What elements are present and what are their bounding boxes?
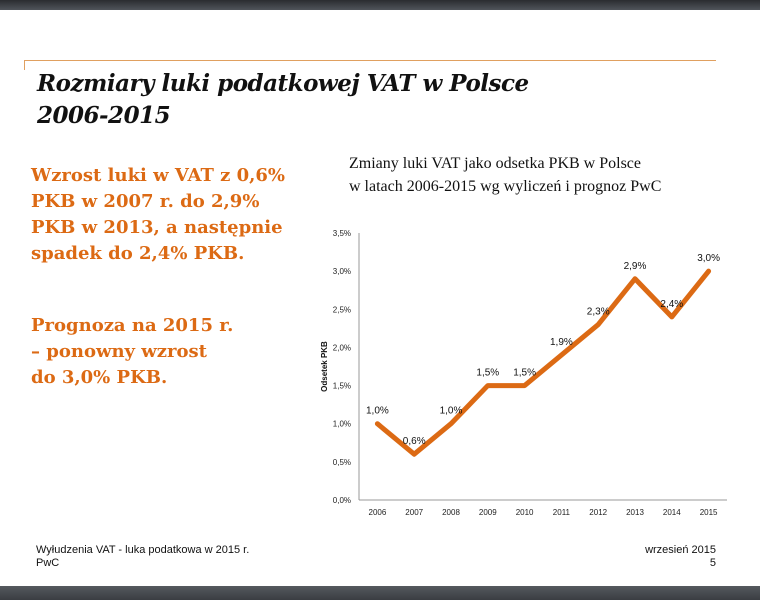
footer-company: PwC — [36, 557, 60, 569]
y-tick-label: 3,0% — [333, 267, 351, 276]
x-tick-label: 2008 — [442, 508, 460, 517]
y-tick-label: 3,5% — [333, 229, 351, 238]
data-label: 1,0% — [440, 406, 463, 417]
y-tick-label: 0,5% — [333, 458, 351, 467]
footer-date: wrzesień 2015 — [645, 544, 716, 556]
lead-line: PKB w 2013, a następnie — [31, 217, 283, 238]
data-label: 2,4% — [660, 299, 683, 310]
x-tick-label: 2010 — [516, 508, 534, 517]
chart-title: Zmiany luki VAT jako odsetka PKB w Polsc… — [349, 152, 661, 198]
x-tick-label: 2009 — [479, 508, 497, 517]
data-label: 1,5% — [513, 368, 536, 379]
data-label: 2,3% — [587, 307, 610, 318]
slide-title-line2: 2006-2015 — [37, 102, 171, 129]
x-tick-label: 2006 — [369, 508, 387, 517]
title-rule — [24, 60, 716, 61]
page-number: 5 — [709, 557, 716, 569]
y-axis-label: Odsetek PKB — [320, 341, 329, 392]
chart-title-line2: w latach 2006-2015 wg wyliczeń i prognoz… — [349, 178, 662, 195]
lead-paragraph-2: Prognoza na 2015 r. – ponowny wzrost do … — [31, 313, 233, 391]
slide-title: Rozmiary luki podatkowej VAT w Polsce 20… — [37, 68, 529, 132]
y-tick-label: 1,0% — [333, 420, 351, 429]
lead-paragraph-1: Wzrost luki w VAT z 0,6% PKB w 2007 r. d… — [31, 163, 285, 267]
y-tick-label: 2,0% — [333, 343, 351, 352]
y-tick-label: 1,5% — [333, 382, 351, 391]
data-label: 1,0% — [366, 406, 389, 417]
footer-right: wrzesień 2015 5 — [645, 544, 716, 570]
lead-line: do 3,0% PKB. — [31, 367, 168, 388]
footer-document-title: Wyłudzenia VAT - luka podatkowa w 2015 r… — [36, 544, 250, 556]
x-tick-label: 2015 — [700, 508, 718, 517]
data-line — [374, 268, 712, 457]
data-label: 2,9% — [624, 261, 647, 272]
y-tick-label: 2,5% — [333, 305, 351, 314]
x-tick-label: 2011 — [553, 508, 571, 517]
x-tick-label: 2013 — [626, 508, 644, 517]
footer-left: Wyłudzenia VAT - luka podatkowa w 2015 r… — [36, 544, 249, 570]
data-label: 3,0% — [697, 253, 720, 264]
data-label: 0,6% — [403, 436, 426, 447]
lead-line: – ponowny wzrost — [31, 341, 207, 362]
x-tick-label: 2007 — [405, 508, 423, 517]
x-tick-label: 2012 — [589, 508, 607, 517]
x-tick-label: 2014 — [663, 508, 681, 517]
window-top-bar — [0, 0, 760, 10]
data-label: 1,5% — [476, 368, 499, 379]
chart-title-line1: Zmiany luki VAT jako odsetka PKB w Polsc… — [349, 155, 641, 172]
y-tick-label: 0,0% — [333, 496, 351, 505]
data-label: 1,9% — [550, 337, 573, 348]
slide-title-line1: Rozmiary luki podatkowej VAT w Polsce — [37, 70, 529, 97]
lead-line: spadek do 2,4% PKB. — [31, 243, 245, 264]
lead-line: Prognoza na 2015 r. — [31, 315, 234, 336]
lead-line: PKB w 2007 r. do 2,9% — [31, 191, 260, 212]
title-rule-tick — [24, 60, 25, 70]
lead-line: Wzrost luki w VAT z 0,6% — [31, 165, 286, 186]
window-bottom-bar — [0, 586, 760, 600]
